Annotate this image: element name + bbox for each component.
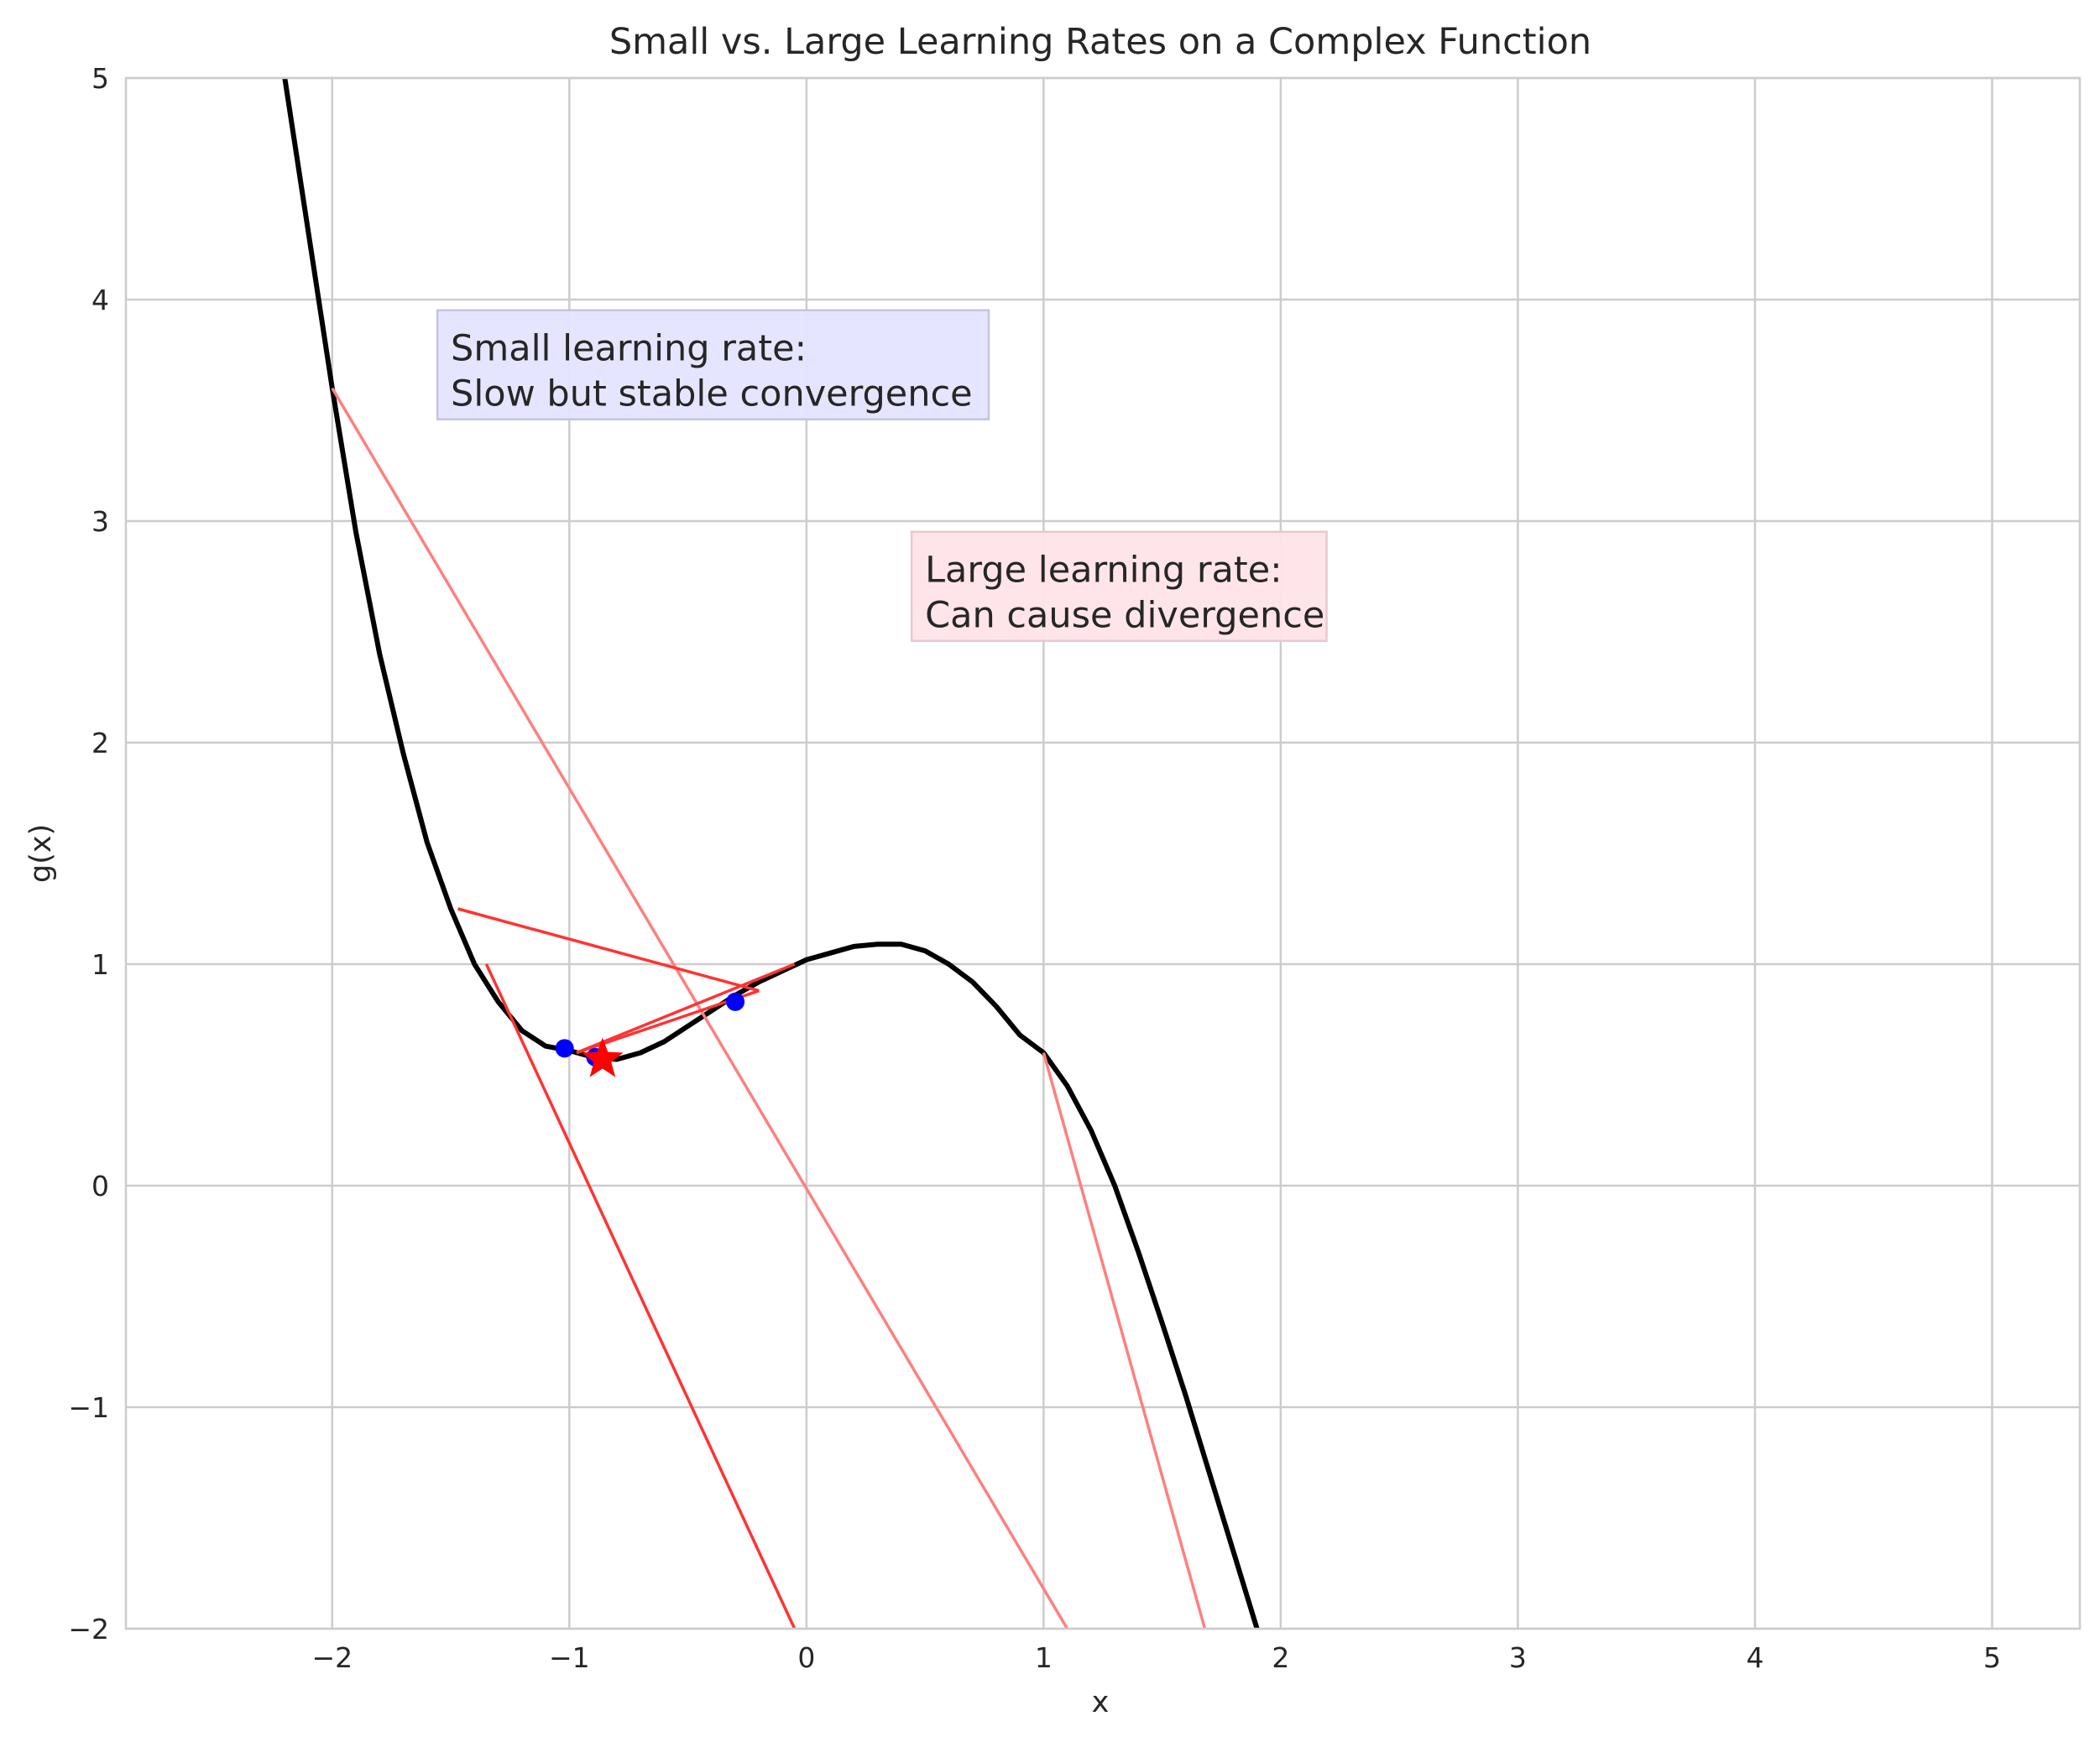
y-axis-ticks: −2 −1 0 1 2 3 4 5 [68,62,109,1646]
annotation-box [910,530,1328,642]
annotation-line: Large learning rate: [925,550,1282,592]
small-lr-point [726,992,745,1011]
annotation-line: Slow but stable convergence [451,373,973,415]
y-tick-label: −1 [68,1391,109,1424]
x-axis-label: x [1092,1686,1110,1719]
y-tick-label: −2 [68,1613,109,1646]
chart-title: Small vs. Large Learning Rates on a Comp… [609,21,1591,63]
large-lr-step [1042,1052,1207,1629]
large-lr-step [457,907,760,993]
x-tick-label: 1 [1035,1641,1053,1674]
plot-background [126,78,2080,1629]
x-tick-label: 5 [1983,1641,2001,1674]
series-layer [282,78,1260,1629]
y-tick-label: 4 [91,284,109,316]
small-lr-point [555,1039,574,1058]
y-tick-label: 0 [91,1170,109,1202]
minimum-star-marker [582,1037,624,1077]
y-tick-label: 3 [91,505,109,538]
x-tick-label: −1 [549,1641,590,1674]
annotations: Small learning rate:Slow but stable conv… [436,309,1328,642]
x-tick-label: −2 [311,1641,353,1674]
y-axis-label: g(x) [24,824,58,883]
annotation-line: Small learning rate: [451,328,807,370]
grid [126,76,2080,1630]
x-tick-label: 2 [1272,1641,1289,1674]
plot-frame [124,76,2082,1630]
x-tick-label: 0 [797,1641,815,1674]
large-lr-annotation: Large learning rate:Can cause divergence [910,530,1328,642]
annotation-box [436,309,990,420]
y-tick-label: 1 [91,948,109,981]
x-tick-label: 3 [1509,1641,1527,1674]
y-tick-label: 2 [91,727,109,759]
large-lr-step [576,962,796,1055]
clipped-series [282,78,1260,1629]
x-tick-label: 4 [1746,1641,1763,1674]
function-curve [282,78,1260,1629]
plot-area [124,76,2082,1630]
annotation-line: Can cause divergence [925,595,1324,637]
large-lr-step [484,963,797,1629]
large-lr-step [331,387,1069,1629]
small-lr-annotation: Small learning rate:Slow but stable conv… [436,309,990,420]
x-axis-ticks: −2 −1 0 1 2 3 4 5 [311,1641,2000,1674]
y-tick-label: 5 [91,62,109,95]
